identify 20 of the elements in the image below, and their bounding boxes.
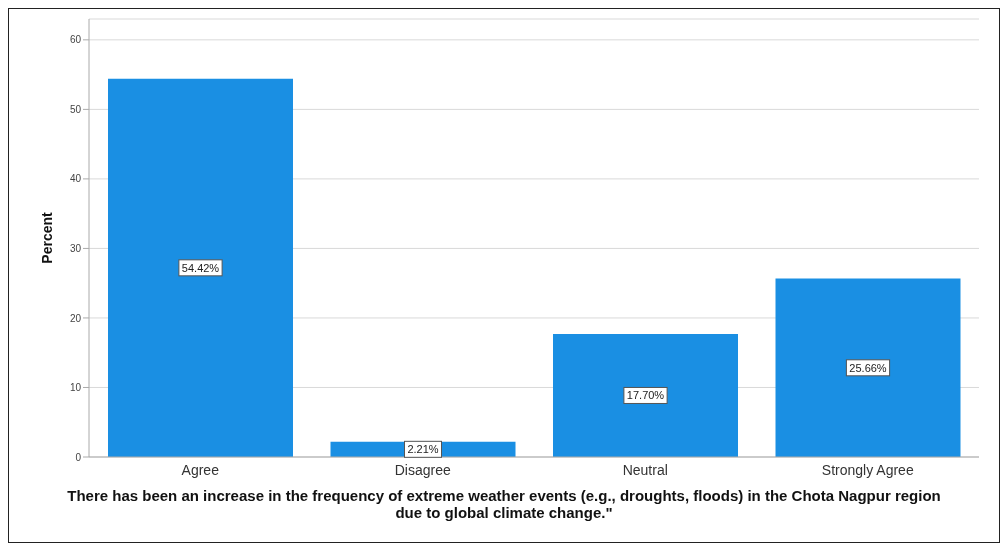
x-tick-label: Neutral <box>622 461 668 478</box>
x-tick-label: Disagree <box>394 461 451 478</box>
data-label: 25.66% <box>849 361 887 374</box>
y-tick-label: 0 <box>75 451 82 463</box>
bar <box>108 78 293 457</box>
x-axis-title: There has been an increase in the frequency of extreme weather events (e.g., droughts, floods) in the Chota Nagpur region due to global climate change." <box>66 487 942 521</box>
y-tick-label: 10 <box>69 382 82 394</box>
bar <box>775 278 961 457</box>
data-label: 2.21% <box>407 443 439 456</box>
x-tick-label: Strongly Agree <box>821 461 914 478</box>
y-tick-label: 60 <box>69 34 82 46</box>
data-label: 17.70% <box>626 389 665 402</box>
bar <box>553 333 738 457</box>
y-tick-label: 20 <box>69 312 82 324</box>
x-tick-label: Agree <box>181 461 220 478</box>
data-label: 54.42% <box>181 261 220 274</box>
y-tick-label: 30 <box>69 242 82 254</box>
y-tick-label: 50 <box>69 103 82 115</box>
y-axis-title: Percent <box>38 211 55 264</box>
y-tick-label: 40 <box>69 173 82 185</box>
